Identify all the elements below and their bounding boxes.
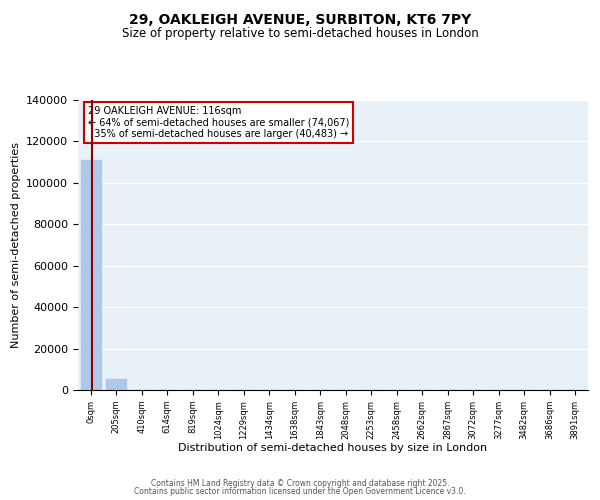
Bar: [106, 378, 127, 390]
Text: 29, OAKLEIGH AVENUE, SURBITON, KT6 7PY: 29, OAKLEIGH AVENUE, SURBITON, KT6 7PY: [129, 12, 471, 26]
Text: Contains public sector information licensed under the Open Government Licence v3: Contains public sector information licen…: [134, 487, 466, 496]
Text: Size of property relative to semi-detached houses in London: Size of property relative to semi-detach…: [122, 28, 478, 40]
X-axis label: Distribution of semi-detached houses by size in London: Distribution of semi-detached houses by …: [178, 444, 488, 454]
Bar: [80, 160, 101, 390]
Y-axis label: Number of semi-detached properties: Number of semi-detached properties: [11, 142, 20, 348]
Text: 29 OAKLEIGH AVENUE: 116sqm
← 64% of semi-detached houses are smaller (74,067)
  : 29 OAKLEIGH AVENUE: 116sqm ← 64% of semi…: [88, 106, 350, 139]
Text: Contains HM Land Registry data © Crown copyright and database right 2025.: Contains HM Land Registry data © Crown c…: [151, 478, 449, 488]
